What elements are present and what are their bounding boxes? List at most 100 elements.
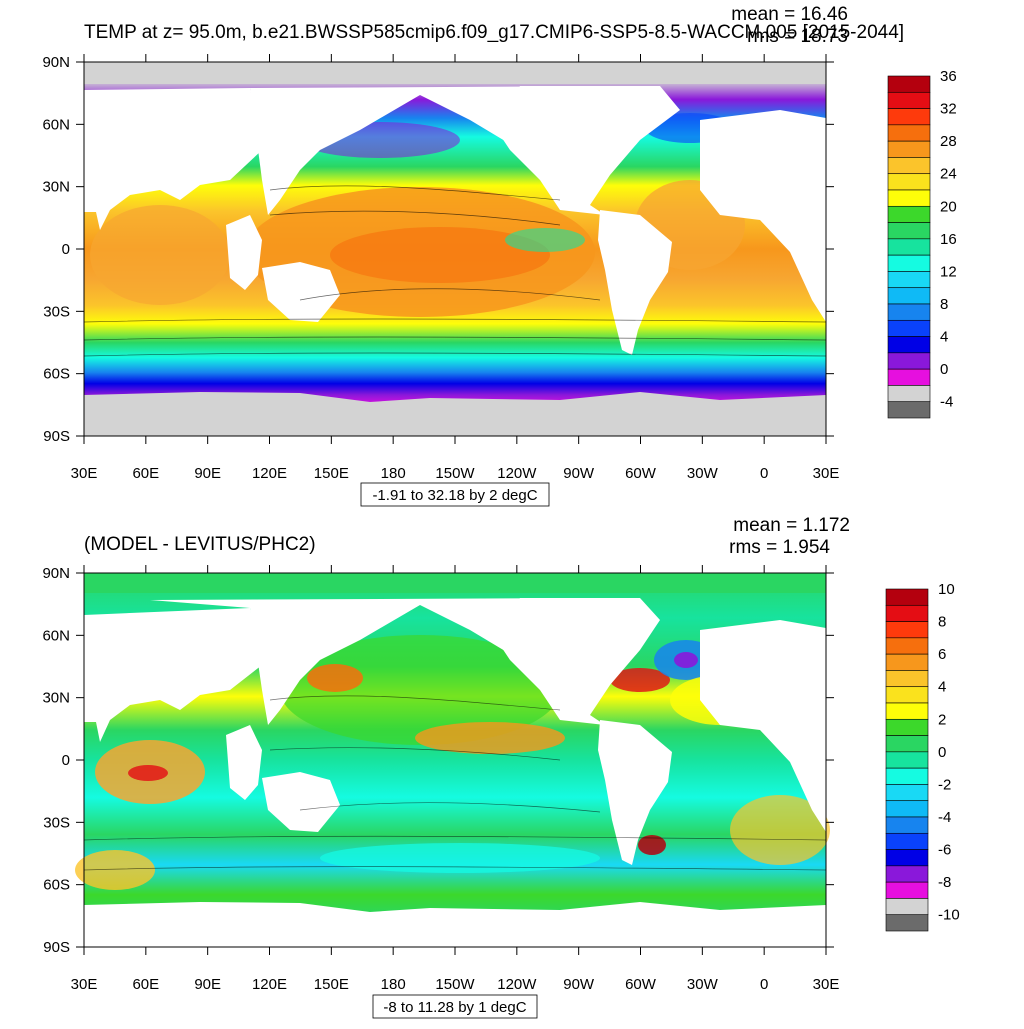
panel2-lat-axis: 90N 60N 30N 0 30S 60S 90S bbox=[42, 565, 834, 956]
colorbar-label: 16 bbox=[940, 231, 957, 248]
colorbar-swatch bbox=[887, 385, 931, 403]
colorbar-label: 28 bbox=[940, 133, 957, 150]
colorbar-swatch bbox=[885, 832, 929, 850]
colorbar-label: 6 bbox=[938, 646, 946, 663]
panel-difference: (MODEL - LEVITUS/PHC2) mean = 1.172 rms … bbox=[42, 515, 960, 1019]
colorbar-swatch bbox=[887, 368, 931, 386]
lat-tick-label: 60N bbox=[42, 116, 70, 133]
panel2-north-pacific-anomaly bbox=[280, 635, 560, 745]
lon-tick-label: 60E bbox=[132, 976, 159, 993]
panel1-lon-axis: 30E 60E 90E 120E 150E 180 150W 120W 90W 60W 30W 0 30… bbox=[71, 54, 840, 482]
colorbar-label: 10 bbox=[938, 581, 955, 598]
colorbar-swatch bbox=[885, 751, 929, 769]
lon-tick-label: 30E bbox=[813, 976, 840, 993]
colorbar-label: -2 bbox=[938, 776, 951, 793]
lat-tick-label: 60N bbox=[42, 627, 70, 644]
colorbar-swatch bbox=[885, 816, 929, 834]
colorbar-swatch bbox=[887, 254, 931, 272]
colorbar-swatch bbox=[887, 287, 931, 305]
colorbar-swatch bbox=[887, 303, 931, 321]
colorbar-label: 4 bbox=[938, 679, 946, 696]
colorbar-swatch bbox=[887, 319, 931, 337]
colorbar-swatch bbox=[885, 588, 929, 606]
colorbar-swatch bbox=[885, 735, 929, 753]
panel2-colorbar: 10 8 6 4 2 0 -2 -4 -6 -8 -10 bbox=[885, 581, 960, 932]
panel1-info-box: -1.91 to 32.18 by 2 degC bbox=[360, 482, 550, 507]
panel2-south-pacific-cool bbox=[320, 843, 600, 873]
lat-tick-label: 60S bbox=[43, 877, 70, 894]
colorbar-label: 0 bbox=[940, 361, 948, 378]
panel1-land-africa bbox=[84, 88, 262, 290]
colorbar-label: 2 bbox=[938, 711, 946, 728]
colorbar-label: 12 bbox=[940, 263, 957, 280]
colorbar-swatch bbox=[887, 91, 931, 109]
lon-tick-label: 90W bbox=[563, 465, 595, 482]
lon-tick-label: 150E bbox=[314, 465, 349, 482]
panel2-brazil-confluence bbox=[638, 835, 666, 855]
lon-tick-label: 120W bbox=[497, 976, 537, 993]
panel1-rms-label: rms = 18.73 bbox=[747, 26, 848, 47]
lat-tick-label: 30N bbox=[42, 179, 70, 196]
panel1-lat-axis: 90N 60N 30N 0 30S 60S 90S bbox=[42, 54, 834, 445]
panel1-land-australia bbox=[262, 262, 340, 322]
panel1-map bbox=[83, 61, 827, 437]
lat-tick-label: 90S bbox=[43, 939, 70, 956]
colorbar-swatch bbox=[885, 865, 929, 883]
colorbar-label: 24 bbox=[940, 166, 957, 183]
panel2-contours bbox=[83, 695, 827, 871]
colorbar-label: 20 bbox=[940, 198, 957, 215]
colorbar-swatch bbox=[887, 336, 931, 354]
colorbar-label: 36 bbox=[940, 68, 957, 85]
colorbar-swatch bbox=[887, 173, 931, 191]
lon-tick-label: 180 bbox=[381, 976, 406, 993]
lon-tick-label: 90W bbox=[563, 976, 595, 993]
panel1-land-south-america bbox=[598, 210, 672, 355]
panel2-north-atlantic-core bbox=[674, 652, 698, 668]
colorbar-swatch bbox=[887, 189, 931, 207]
lat-tick-label: 30S bbox=[43, 814, 70, 831]
panel2-rms-label: rms = 1.954 bbox=[729, 537, 830, 558]
panel2-gulf-stream-warm bbox=[610, 668, 670, 692]
panel-temperature: TEMP at z= 95.0m, b.e21.BWSSP585cmip6.f0… bbox=[42, 4, 957, 507]
panel1-contours bbox=[83, 185, 827, 357]
panel2-land-eurasia bbox=[150, 598, 600, 725]
colorbar-swatch bbox=[887, 205, 931, 223]
colorbar-swatch bbox=[885, 898, 929, 916]
lat-tick-label: 90N bbox=[42, 565, 70, 582]
colorbar-swatch bbox=[885, 637, 929, 655]
colorbar-swatch bbox=[887, 157, 931, 175]
colorbar-label: -10 bbox=[938, 907, 960, 924]
panel2-indian-core bbox=[128, 765, 168, 781]
colorbar-swatch bbox=[885, 604, 929, 622]
lon-tick-label: 90E bbox=[194, 465, 221, 482]
panel1-pacific-core bbox=[330, 227, 550, 283]
panel1-colorbar: 36 32 28 24 20 16 12 8 4 0 -4 bbox=[887, 68, 957, 419]
lon-tick-label: 0 bbox=[760, 465, 768, 482]
colorbar-swatch bbox=[885, 702, 929, 720]
colorbar-swatch bbox=[885, 914, 929, 932]
lon-tick-label: 0 bbox=[760, 976, 768, 993]
lat-tick-label: 90S bbox=[43, 428, 70, 445]
lon-tick-label: 120E bbox=[252, 976, 287, 993]
panel1-land-north-america bbox=[490, 86, 680, 215]
panel2-lon-axis: 30E 60E 90E 120E 150E 180 150W 120W 90W 60W 30W 0 30… bbox=[71, 565, 840, 993]
panel2-land-africa bbox=[84, 608, 262, 800]
lat-tick-label: 30N bbox=[42, 690, 70, 707]
panel2-info-text: -8 to 11.28 by 1 degC bbox=[383, 999, 526, 1016]
lat-tick-label: 0 bbox=[62, 241, 70, 258]
panel2-arctic-band bbox=[84, 573, 826, 593]
lon-tick-label: 30E bbox=[813, 465, 840, 482]
panel2-land-antarctica bbox=[84, 902, 826, 947]
colorbar-swatch bbox=[885, 621, 929, 639]
colorbar-swatch bbox=[885, 670, 929, 688]
lon-tick-label: 150E bbox=[314, 976, 349, 993]
panel1-title: TEMP at z= 95.0m, b.e21.BWSSP585cmip6.f0… bbox=[84, 22, 904, 43]
lon-tick-label: 30W bbox=[687, 976, 719, 993]
colorbar-swatch bbox=[885, 718, 929, 736]
panel2-info-box: -8 to 11.28 by 1 degC bbox=[372, 994, 538, 1019]
panel2-map bbox=[75, 572, 830, 948]
colorbar-swatch bbox=[887, 222, 931, 240]
panel2-title: (MODEL - LEVITUS/PHC2) bbox=[84, 534, 316, 555]
colorbar-swatch bbox=[885, 849, 929, 867]
